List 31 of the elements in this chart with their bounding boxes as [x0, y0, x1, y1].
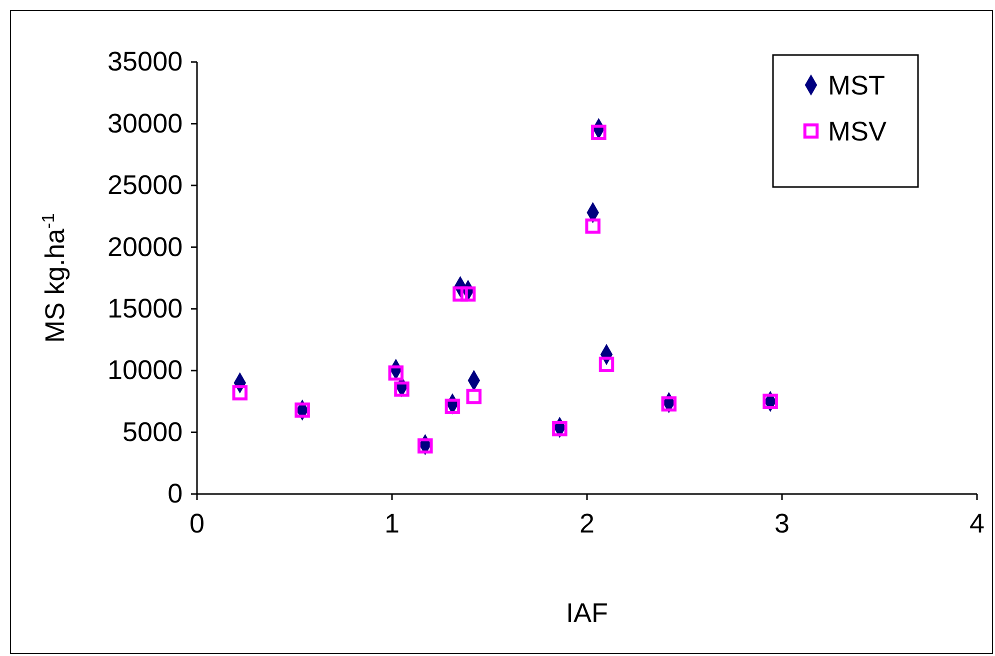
point	[294, 402, 310, 418]
y-tick-label: 35000	[108, 46, 183, 77]
legend-label: MST	[828, 70, 885, 100]
point	[585, 218, 600, 234]
x-tick-label: 1	[384, 508, 400, 539]
x-tick-label: 0	[189, 508, 205, 539]
x-tick-label: 4	[969, 508, 985, 539]
y-tick-label: 0	[168, 478, 183, 509]
y-tick-label: 10000	[108, 355, 183, 386]
point	[598, 356, 614, 372]
x-tick-label: 2	[579, 508, 595, 539]
point	[460, 286, 476, 302]
point	[762, 394, 778, 410]
x-axis-title: IAF	[566, 598, 608, 628]
point	[394, 381, 410, 397]
y-tick-label: 15000	[108, 293, 183, 324]
point	[232, 385, 248, 400]
y-tick-label: 30000	[108, 108, 183, 138]
point	[466, 388, 482, 404]
y-tick-label: 20000	[108, 232, 183, 262]
point	[552, 420, 568, 436]
legend-label: MSV	[828, 116, 887, 146]
point	[661, 396, 677, 412]
y-tick-label: 25000	[108, 170, 183, 200]
point	[452, 286, 468, 302]
point	[388, 365, 404, 381]
x-tick-label: 3	[774, 508, 790, 539]
y-tick-label: 5000	[122, 416, 183, 447]
point	[418, 438, 433, 454]
point	[444, 398, 460, 414]
point	[591, 124, 606, 140]
